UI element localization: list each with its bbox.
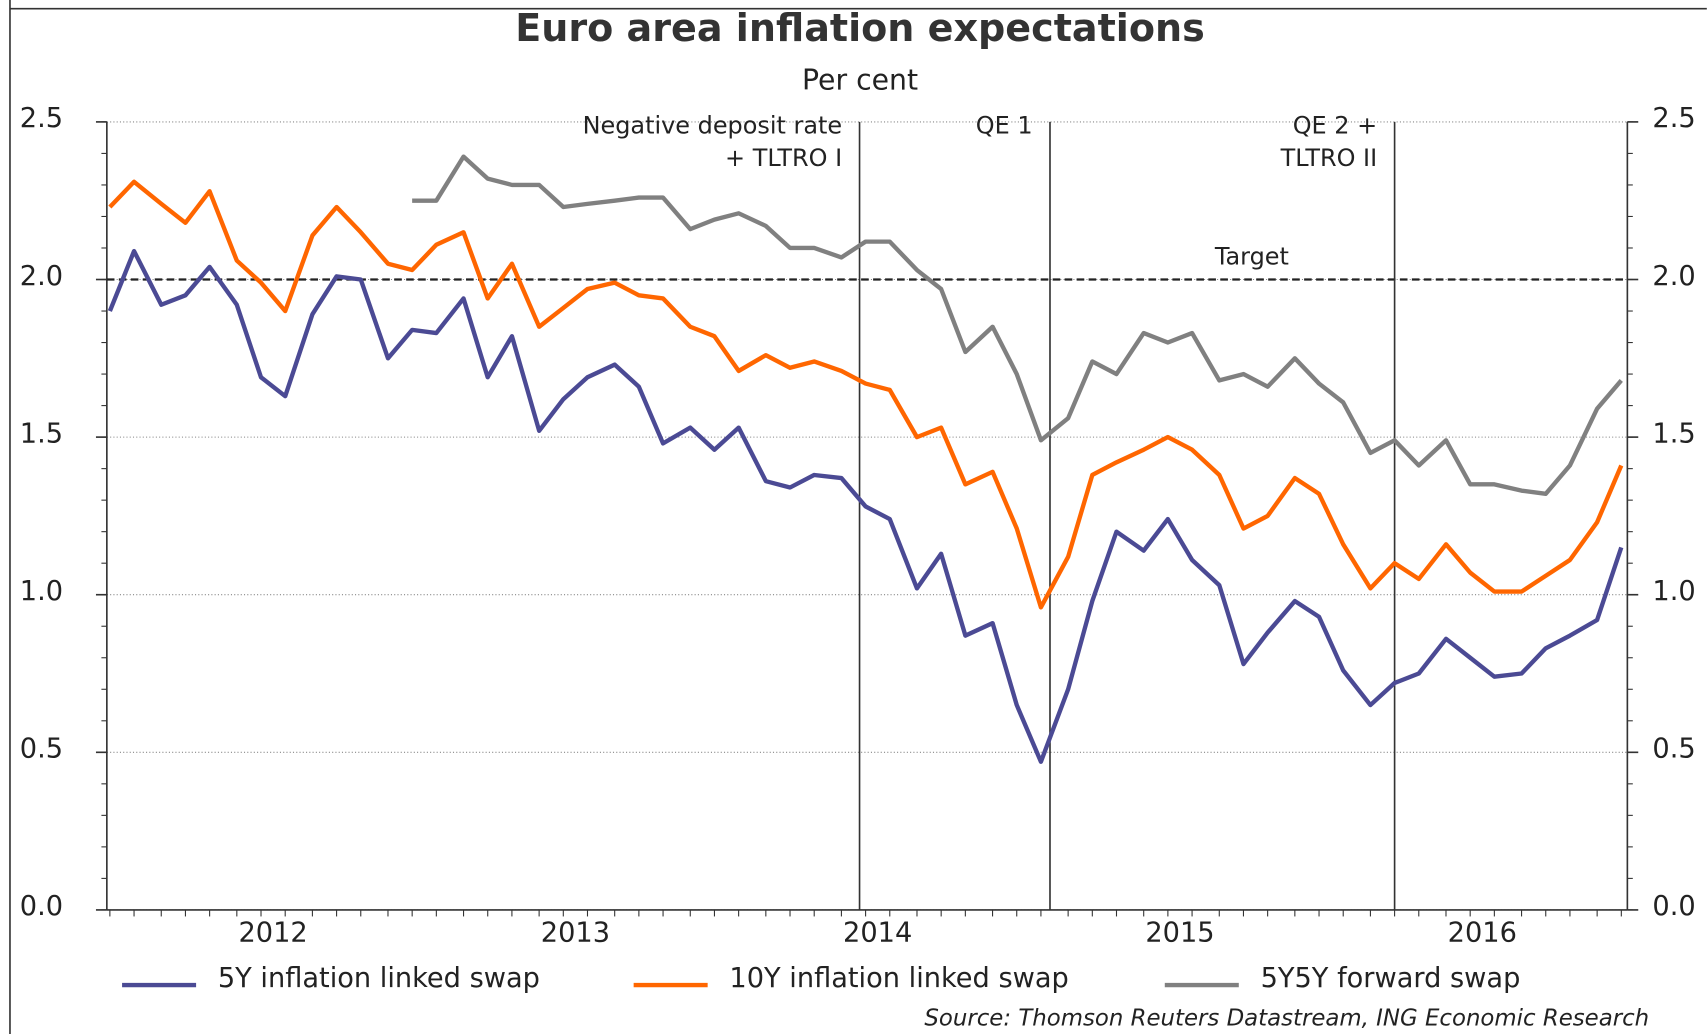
x-tick-label: 2015 — [1145, 917, 1214, 948]
y-tick-label: 2.0 — [20, 261, 63, 292]
y2-tick-label: 2.0 — [1652, 261, 1695, 292]
x-tick-label: 2013 — [541, 917, 610, 948]
y-tick-label: 1.5 — [20, 418, 63, 449]
y2-tick-label: 0.0 — [1652, 891, 1695, 922]
y2-tick-label: 1.0 — [1652, 576, 1695, 607]
chart-title: Euro area inflation expectations — [515, 6, 1205, 50]
y-tick-label: 1.0 — [20, 576, 63, 607]
legend-label: 5Y5Y forward swap — [1261, 963, 1521, 994]
event-label: + TLTRO I — [725, 144, 842, 172]
x-tick-label: 2012 — [238, 917, 307, 948]
y2-tick-label: 0.5 — [1652, 734, 1695, 765]
event-label: QE 2 + — [1293, 111, 1377, 139]
series-line — [108, 179, 1624, 610]
y-tick-label: 0.5 — [20, 734, 63, 765]
legend-label: 10Y inflation linked swap — [729, 963, 1068, 994]
x-tick-label: 2014 — [843, 917, 912, 948]
chart-subtitle: Per cent — [802, 64, 918, 97]
y2-tick-label: 2.5 — [1652, 103, 1695, 134]
legend-label: 5Y inflation linked swap — [218, 963, 540, 994]
event-label: TLTRO II — [1280, 144, 1378, 172]
target-label: Target — [1214, 243, 1289, 271]
series-line — [412, 154, 1623, 496]
source: Source: Thomson Reuters Datastream, ING … — [924, 1005, 1649, 1031]
x-tick-label: 2016 — [1448, 917, 1517, 948]
y-tick-label: 0.0 — [20, 891, 63, 922]
event-label: QE 1 — [976, 111, 1033, 139]
y-tick-label: 2.5 — [20, 103, 63, 134]
y2-tick-label: 1.5 — [1652, 418, 1695, 449]
series-line — [107, 248, 1624, 764]
event-label: Negative deposit rate — [583, 111, 843, 139]
